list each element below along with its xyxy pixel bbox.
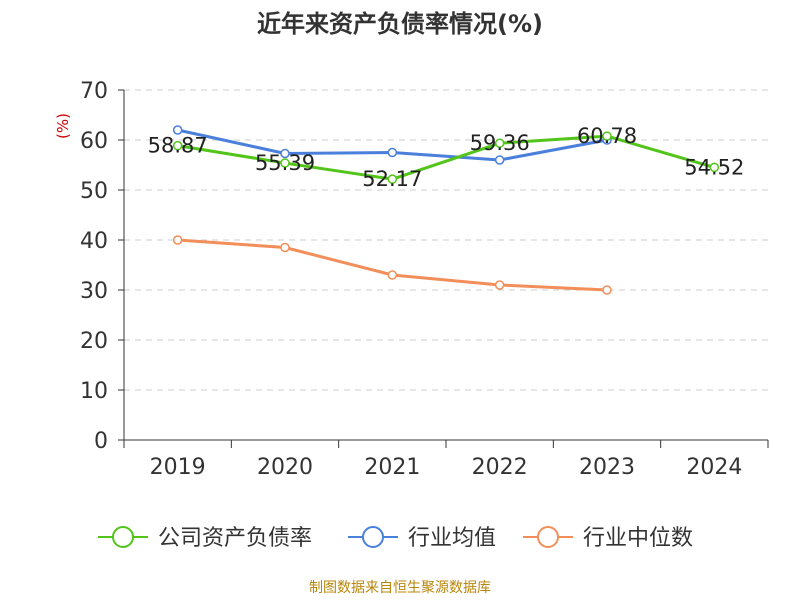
y-tick-label: 60: [80, 129, 108, 154]
data-point: [387, 270, 398, 280]
data-label: 54.52: [684, 155, 744, 179]
data-label: 52.17: [362, 167, 422, 191]
y-tick-label: 10: [80, 379, 108, 404]
series-line: [177, 134, 715, 181]
legend-label: 行业中位数: [583, 526, 693, 551]
data-point: [280, 148, 290, 159]
data-point: [494, 138, 505, 148]
legend-marker: [362, 526, 384, 548]
y-tick-label: 40: [80, 229, 108, 254]
data-point: [172, 235, 183, 245]
data-labels: 58.87 55.39 52.17 59.36 60.78 54.52: [148, 124, 745, 191]
x-tick-label: 2022: [472, 455, 528, 480]
data-point: [494, 155, 505, 165]
data-label: 55.39: [255, 151, 315, 175]
data-point: [387, 174, 398, 184]
y-axis-unit-label: (%): [54, 113, 72, 139]
legend-marker: [112, 526, 134, 548]
data-point: [387, 147, 398, 158]
series-layer: [172, 125, 720, 295]
data-point: [280, 158, 290, 168]
y-tick-label: 30: [80, 279, 108, 304]
source-note: 制图数据来自恒生聚源数据库: [309, 580, 491, 596]
legend-label: 公司资产负债率: [158, 526, 312, 551]
legend-marker: [537, 526, 559, 548]
data-point: [172, 125, 183, 135]
x-tick-label: 2021: [364, 455, 420, 480]
gridlines: [124, 89, 768, 391]
y-tick-label: 70: [80, 79, 108, 104]
y-tick-label: 20: [80, 329, 108, 354]
x-tick-label: 2020: [257, 455, 313, 480]
data-point: [602, 131, 612, 141]
chart-title: 近年来资产负债率情况(%): [257, 10, 543, 38]
legend-label: 行业均值: [408, 526, 496, 551]
axes: 0 10 20 30 40 50 60 70 2019 2020 2021 2022 2023 2024: [80, 79, 769, 480]
x-tick-label: 2024: [686, 455, 742, 480]
data-point: [280, 242, 290, 253]
data-point: [172, 140, 183, 151]
data-point: [494, 280, 505, 290]
y-tick-label: 50: [80, 179, 108, 204]
data-label: 59.36: [470, 131, 530, 155]
x-tick-label: 2023: [579, 455, 635, 480]
data-label: 60.78: [577, 124, 637, 148]
series-line: [177, 238, 608, 292]
data-point: [602, 285, 612, 295]
x-tick-label: 2019: [150, 455, 206, 480]
data-point: [709, 162, 720, 173]
legend: 公司资产负债率 行业均值 行业中位数: [98, 526, 693, 551]
y-tick-label: 0: [94, 429, 108, 454]
data-label: 58.87: [148, 134, 208, 158]
